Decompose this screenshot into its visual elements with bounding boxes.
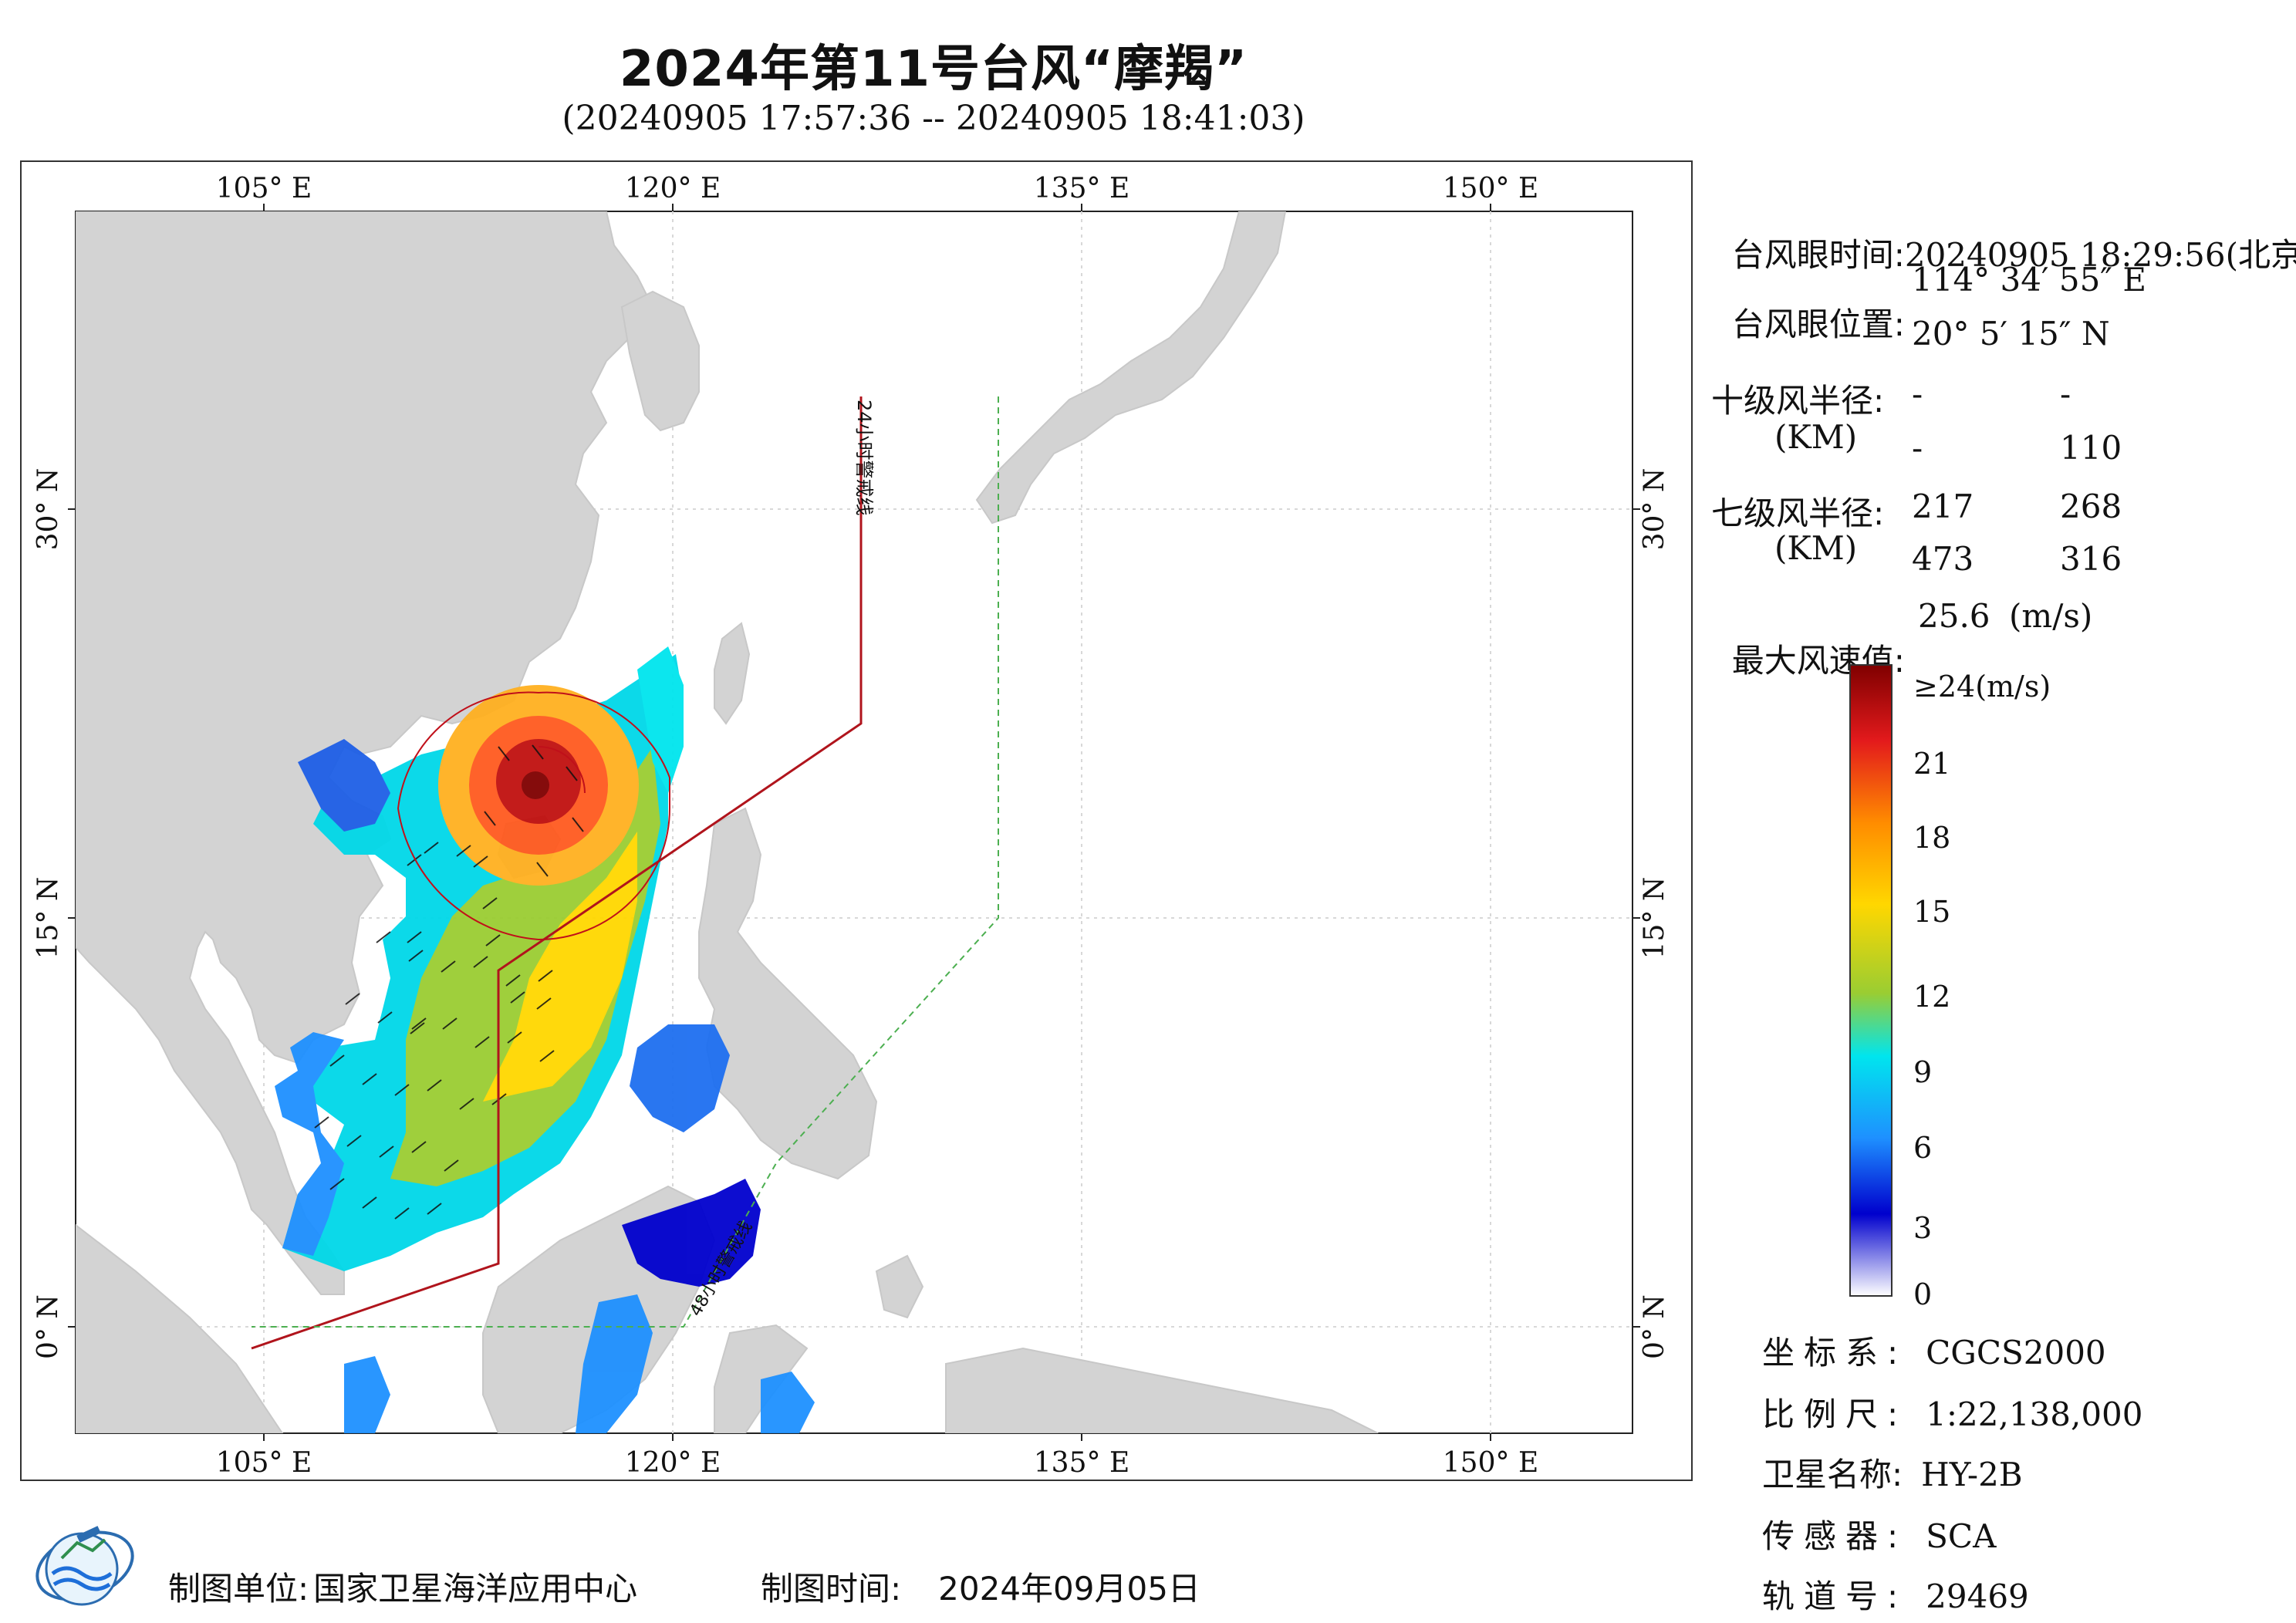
radius10-sw: - xyxy=(1912,429,1923,467)
lon-label-top: 105° E xyxy=(216,173,312,204)
lat-label-left: 0° N xyxy=(32,1294,64,1359)
colorbar-label: 21 xyxy=(1913,747,1951,781)
typhoon-eye xyxy=(522,771,549,799)
map-subtitle: (20240905 17:57:36 -- 20240905 18:41:03) xyxy=(562,99,1305,138)
lat-label-left: 30° N xyxy=(32,468,64,551)
lat-label-right: 30° N xyxy=(1639,468,1670,551)
scale-row: 比例尺: 1:22,138,000 xyxy=(1762,1388,2143,1436)
radius7-circle xyxy=(397,691,670,941)
lon-label-bottom: 120° E xyxy=(625,1447,721,1479)
producer-row: 制图单位: 国家卫星海洋应用中心 xyxy=(168,1563,637,1610)
map-title: 2024年第11号台风“摩羯” xyxy=(619,41,1248,98)
swath-east-phil xyxy=(630,1024,730,1132)
producer-label: 制图单位: xyxy=(168,1570,309,1608)
swath-gulf-tonkin xyxy=(298,739,390,832)
radius10-nw: 110 xyxy=(2060,429,2122,467)
eye-time-value: 20240905 18:29:56(北京时) xyxy=(1904,236,2296,274)
lon-label-bottom: 105° E xyxy=(216,1447,312,1479)
radius10-unit: (KM) xyxy=(1774,418,1858,456)
sensor-label: 传感器: xyxy=(1762,1517,1908,1555)
radius10-arc xyxy=(538,746,586,794)
eye-position-label: 台风眼位置: xyxy=(1731,305,1905,343)
satellite-value: HY-2B xyxy=(1921,1456,2023,1493)
lat-label-right: 15° N xyxy=(1639,877,1670,960)
sensor-value: SCA xyxy=(1926,1517,1997,1555)
orbit-value: 29469 xyxy=(1926,1577,2029,1615)
nsoas-logo-icon xyxy=(35,1526,134,1606)
lon-label-top: 150° E xyxy=(1443,173,1538,204)
sensor-row: 传感器: SCA xyxy=(1762,1510,1996,1557)
radius7-unit: (KM) xyxy=(1774,529,1858,567)
land-japan xyxy=(975,211,1287,525)
max-wind-unit: (m/s) xyxy=(2009,597,2093,635)
swath-luzon-strait xyxy=(637,646,684,793)
lat-label-left: 15° N xyxy=(32,877,64,960)
colorbar xyxy=(1849,664,1893,1297)
eye-position-row: 台风眼位置: xyxy=(1711,261,1905,346)
colorbar-label: 18 xyxy=(1913,821,1951,855)
lat-label-right: 0° N xyxy=(1639,1294,1670,1359)
radius10-label: 十级风半径: xyxy=(1711,382,1885,420)
crs-value: CGCS2000 xyxy=(1926,1334,2106,1372)
wind-swath xyxy=(275,646,815,1433)
crs-label: 坐标系: xyxy=(1762,1334,1908,1372)
swath-moluccas xyxy=(761,1372,815,1433)
radius7-ne: 217 xyxy=(1912,488,1974,525)
radius10-ne: - xyxy=(1912,375,1923,413)
lon-label-top: 120° E xyxy=(625,173,721,204)
land-korea xyxy=(620,290,700,432)
land-taiwan xyxy=(714,622,751,725)
eye-time-label: 台风眼时间: xyxy=(1731,236,1905,274)
lon-label-top: 135° E xyxy=(1034,173,1129,204)
eye-lon: 114° 34′ 55″ E xyxy=(1912,261,2146,299)
producer-value: 国家卫星海洋应用中心 xyxy=(313,1570,638,1608)
swath-southwest-strip xyxy=(344,1356,390,1433)
satellite-label: 卫星名称: xyxy=(1762,1456,1903,1493)
lon-label-bottom: 150° E xyxy=(1443,1447,1538,1479)
eye-time-row: 台风眼时间:20240905 18:29:56(北京时) xyxy=(1711,191,2296,276)
colorbar-label: 3 xyxy=(1913,1211,1933,1245)
crs-row: 坐标系: CGCS2000 xyxy=(1762,1327,2106,1374)
radius10-se: - xyxy=(2060,375,2071,413)
scale-value: 1:22,138,000 xyxy=(1926,1395,2143,1433)
colorbar-label: ≥24(m/s) xyxy=(1913,670,2051,704)
radius7-label: 七级风半径: xyxy=(1711,494,1885,532)
production-date-value: 2024年09月05日 xyxy=(938,1570,1200,1608)
land-newguinea xyxy=(945,1347,1379,1433)
colorbar-label: 9 xyxy=(1913,1055,1933,1089)
swath-south-core2 xyxy=(483,832,637,1102)
wind-radii xyxy=(397,691,670,941)
production-date-row: 制图时间: 2024年09月05日 xyxy=(761,1563,1200,1610)
colorbar-label: 6 xyxy=(1913,1131,1933,1165)
orbit-row: 轨道号: 29469 xyxy=(1762,1571,2029,1618)
swath-celebes xyxy=(622,1179,761,1287)
swath-blue-edge xyxy=(275,1032,344,1256)
map-ticks xyxy=(68,204,1640,1441)
colorbar-label: 15 xyxy=(1913,895,1951,929)
scale-label: 比例尺: xyxy=(1762,1395,1908,1433)
colorbar-label: 0 xyxy=(1913,1277,1933,1311)
wind-barbs xyxy=(314,744,584,1220)
warning-line-48h xyxy=(252,396,999,1328)
orbit-label: 轨道号: xyxy=(1762,1577,1908,1615)
radius7-sw: 473 xyxy=(1912,540,1974,578)
satellite-row: 卫星名称: HY-2B xyxy=(1762,1449,2023,1496)
eye-lat: 20° 5′ 15″ N xyxy=(1912,315,2110,353)
colorbar-label: 12 xyxy=(1913,980,1951,1014)
lon-label-bottom: 135° E xyxy=(1034,1447,1129,1479)
land-halmahera xyxy=(875,1254,924,1319)
radius7-se: 268 xyxy=(2060,488,2122,525)
max-wind-value: 25.6 xyxy=(1918,597,1990,635)
land-philippines xyxy=(698,807,878,1180)
radius7-nw: 316 xyxy=(2060,540,2122,578)
wind-field-map: 24小时警戒线 48小时警戒线 105° E 120° E 135° E 150… xyxy=(32,173,1670,1479)
production-date-label: 制图时间: xyxy=(761,1570,902,1608)
warning-line-24h xyxy=(251,396,863,1350)
land-sumatra xyxy=(76,1223,284,1433)
swath-south-strip xyxy=(576,1294,653,1433)
warning-line-24h-label: 24小时警戒线 xyxy=(853,400,875,516)
